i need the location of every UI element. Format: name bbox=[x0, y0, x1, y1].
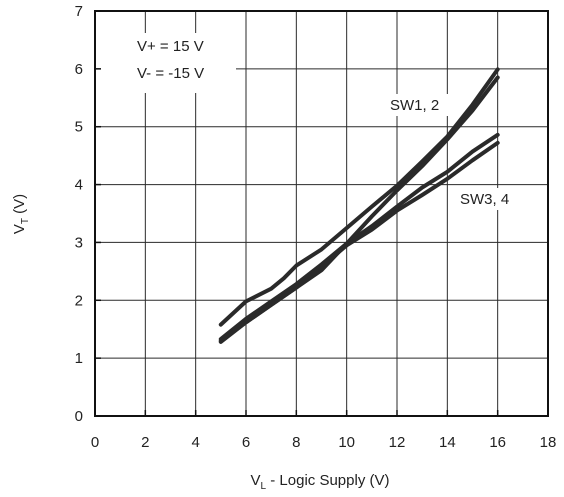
conditions-box-background bbox=[101, 33, 236, 93]
plot-frame bbox=[94, 10, 549, 417]
x-tick-label: 18 bbox=[540, 434, 557, 451]
condition-vplus: V+ = 15 V bbox=[137, 38, 204, 55]
x-tick-label: 12 bbox=[389, 434, 406, 451]
series-lines bbox=[218, 67, 500, 344]
x-tick-label: 0 bbox=[91, 434, 99, 451]
y-tick-label: 3 bbox=[75, 234, 83, 251]
ticks bbox=[94, 10, 549, 417]
x-tick-label: 16 bbox=[489, 434, 506, 451]
x-tick-label: 10 bbox=[338, 434, 355, 451]
label-sw12-background bbox=[386, 94, 452, 116]
x-axis-title: VL - Logic Supply (V) bbox=[251, 472, 390, 492]
label-sw34: SW3, 4 bbox=[460, 191, 509, 208]
y-tick-label: 2 bbox=[75, 292, 83, 309]
y-axis-title: VT (V) bbox=[11, 194, 31, 234]
y-tick-label: 7 bbox=[75, 3, 83, 20]
y-tick-label: 6 bbox=[75, 61, 83, 78]
label-sw34-background bbox=[456, 188, 522, 210]
y-tick-label: 0 bbox=[75, 408, 83, 425]
x-tick-label: 2 bbox=[141, 434, 149, 451]
label-sw12: SW1, 2 bbox=[390, 97, 439, 114]
x-tick-label: 6 bbox=[242, 434, 250, 451]
y-tick-label: 5 bbox=[75, 119, 83, 136]
condition-vminus: V- = -15 V bbox=[137, 65, 204, 82]
x-tick-label: 14 bbox=[439, 434, 456, 451]
y-tick-label: 1 bbox=[75, 350, 83, 367]
x-tick-label: 4 bbox=[191, 434, 199, 451]
series-line-sw34-1 bbox=[218, 132, 500, 342]
y-tick-label: 4 bbox=[75, 177, 83, 194]
grid bbox=[95, 11, 548, 416]
x-tick-label: 8 bbox=[292, 434, 300, 451]
series-line-sw34-2 bbox=[218, 140, 500, 343]
